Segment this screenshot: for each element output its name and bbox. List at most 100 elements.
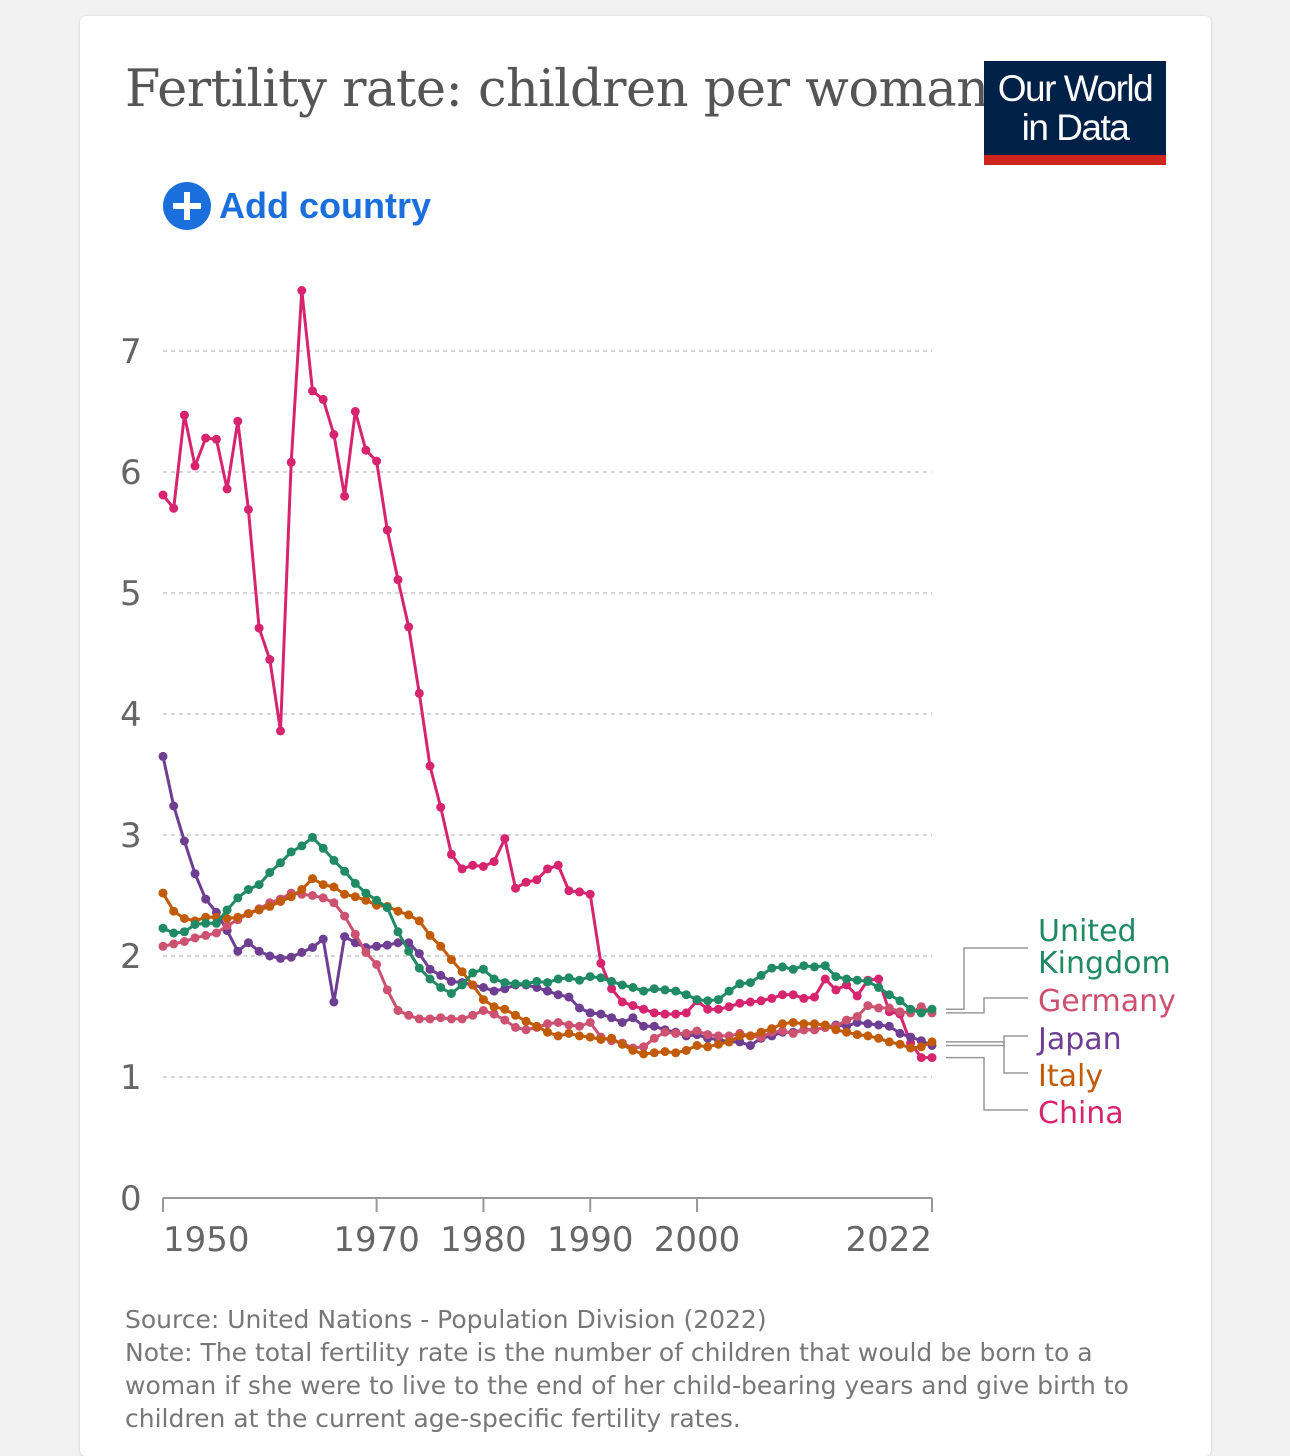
data-point[interactable] (660, 985, 670, 995)
data-point[interactable] (713, 1004, 723, 1014)
data-point[interactable] (874, 974, 884, 984)
data-point[interactable] (222, 905, 232, 915)
data-point[interactable] (340, 889, 350, 899)
data-point[interactable] (190, 933, 200, 943)
data-point[interactable] (179, 836, 189, 846)
data-point[interactable] (329, 882, 339, 892)
data-point[interactable] (831, 985, 841, 995)
data-point[interactable] (585, 1032, 595, 1042)
data-point[interactable] (468, 980, 478, 990)
data-point[interactable] (340, 911, 350, 921)
data-point[interactable] (617, 997, 627, 1007)
data-point[interactable] (745, 1041, 755, 1050)
data-point[interactable] (788, 1018, 798, 1027)
data-point[interactable] (585, 1008, 595, 1018)
legend-label-germany[interactable]: Germany (1038, 984, 1176, 1019)
data-point[interactable] (233, 946, 243, 956)
data-point[interactable] (425, 930, 435, 940)
data-point[interactable] (906, 1004, 916, 1014)
data-point[interactable] (179, 937, 189, 946)
data-point[interactable] (201, 894, 211, 904)
data-point[interactable] (286, 457, 296, 467)
data-point[interactable] (906, 1043, 916, 1053)
data-point[interactable] (532, 1021, 542, 1031)
data-point[interactable] (778, 1026, 787, 1036)
data-point[interactable] (681, 990, 691, 1000)
data-point[interactable] (724, 1037, 734, 1047)
data-point[interactable] (243, 938, 253, 948)
data-point[interactable] (286, 892, 296, 902)
data-point[interactable] (564, 1020, 574, 1030)
data-point[interactable] (884, 1003, 894, 1013)
data-point[interactable] (265, 655, 275, 664)
data-point[interactable] (692, 1041, 702, 1050)
data-point[interactable] (393, 906, 403, 916)
series-lines[interactable] (158, 286, 937, 1063)
data-point[interactable] (916, 1042, 926, 1052)
data-point[interactable] (681, 1045, 691, 1055)
data-point[interactable] (649, 984, 659, 994)
data-point[interactable] (457, 1014, 467, 1024)
data-point[interactable] (724, 986, 734, 996)
data-point[interactable] (158, 923, 168, 933)
data-point[interactable] (468, 860, 478, 870)
data-point[interactable] (414, 963, 424, 973)
data-point[interactable] (489, 1002, 499, 1012)
data-point[interactable] (617, 1039, 627, 1049)
data-point[interactable] (756, 1027, 766, 1037)
data-point[interactable] (169, 906, 179, 916)
data-point[interactable] (329, 430, 339, 439)
data-point[interactable] (308, 874, 317, 884)
data-point[interactable] (521, 1016, 531, 1026)
data-point[interactable] (169, 928, 179, 938)
data-point[interactable] (543, 1019, 552, 1029)
data-point[interactable] (820, 974, 830, 984)
data-point[interactable] (671, 986, 681, 996)
data-point[interactable] (767, 1024, 777, 1034)
data-point[interactable] (553, 974, 563, 984)
data-point[interactable] (414, 1014, 424, 1024)
data-point[interactable] (735, 998, 745, 1008)
data-point[interactable] (617, 980, 627, 990)
data-point[interactable] (703, 1042, 713, 1052)
data-point[interactable] (767, 963, 777, 973)
data-point[interactable] (404, 946, 414, 956)
data-point[interactable] (724, 1002, 734, 1012)
data-point[interactable] (713, 995, 723, 1005)
data-point[interactable] (201, 918, 211, 928)
data-point[interactable] (478, 983, 488, 992)
data-point[interactable] (446, 955, 456, 965)
data-point[interactable] (895, 1007, 905, 1017)
data-point[interactable] (649, 1008, 659, 1018)
legend-label-china[interactable]: China (1038, 1096, 1124, 1131)
data-point[interactable] (382, 525, 392, 535)
data-point[interactable] (735, 1031, 745, 1041)
data-point[interactable] (660, 1009, 670, 1019)
data-point[interactable] (585, 889, 595, 899)
data-point[interactable] (243, 909, 253, 919)
data-point[interactable] (874, 1033, 884, 1043)
data-point[interactable] (713, 1039, 723, 1049)
data-point[interactable] (382, 940, 392, 950)
data-point[interactable] (681, 1028, 691, 1038)
data-point[interactable] (404, 622, 414, 632)
data-point[interactable] (820, 961, 830, 971)
data-point[interactable] (810, 992, 819, 1002)
data-point[interactable] (500, 834, 510, 844)
data-point[interactable] (692, 995, 702, 1005)
data-point[interactable] (713, 1031, 723, 1041)
data-point[interactable] (329, 855, 339, 865)
data-point[interactable] (297, 947, 307, 957)
data-point[interactable] (308, 386, 317, 396)
data-point[interactable] (233, 893, 243, 903)
data-point[interactable] (489, 974, 499, 984)
data-point[interactable] (478, 964, 488, 974)
data-point[interactable] (543, 978, 552, 988)
data-point[interactable] (158, 888, 168, 898)
data-point[interactable] (436, 970, 446, 980)
data-point[interactable] (778, 962, 787, 972)
data-point[interactable] (575, 1021, 584, 1031)
data-point[interactable] (350, 407, 360, 416)
legend-label-italy[interactable]: Italy (1038, 1059, 1103, 1094)
data-point[interactable] (436, 941, 446, 951)
